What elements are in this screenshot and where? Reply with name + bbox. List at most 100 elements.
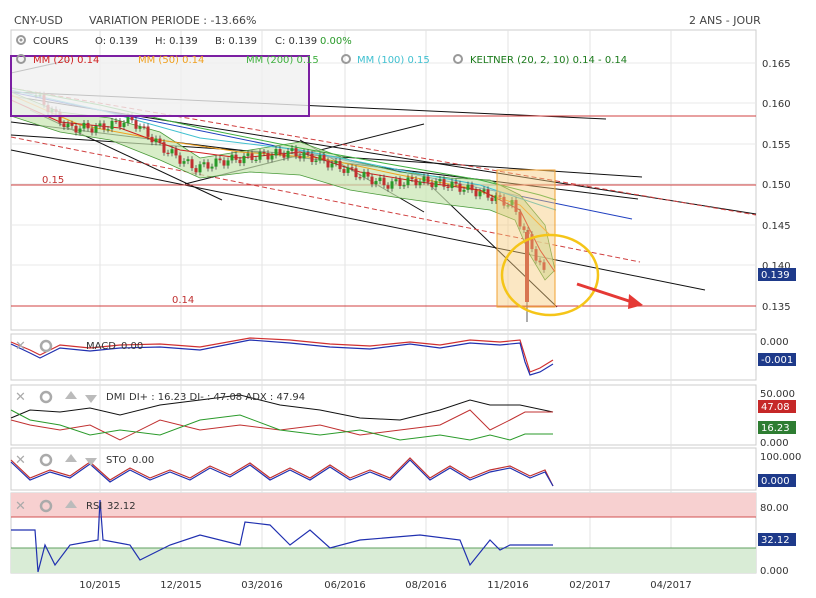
dmi-badge-minus <box>758 400 796 413</box>
candle <box>134 120 138 129</box>
candle <box>418 181 422 186</box>
price-tick-label: 0.135 <box>762 302 791 313</box>
candle <box>306 152 310 154</box>
candle <box>466 184 470 190</box>
price-tick-label: 0.155 <box>762 140 791 151</box>
dmi-controls[interactable]: ✕ <box>15 390 97 405</box>
candle <box>498 195 502 197</box>
candle <box>422 176 426 182</box>
dmi-badge-plus <box>758 421 796 434</box>
candle <box>262 151 266 154</box>
gear-icon[interactable] <box>39 453 53 467</box>
candle <box>258 151 262 160</box>
current-price-text: 0.139 <box>761 270 790 281</box>
candle <box>310 153 314 162</box>
candle <box>538 260 542 263</box>
candle <box>318 155 322 161</box>
candle <box>286 150 290 158</box>
close-icon[interactable]: ✕ <box>15 390 26 405</box>
arrow-up-icon[interactable] <box>65 454 77 462</box>
period-label: 2 ANS - JOUR <box>689 14 761 27</box>
gear-icon[interactable] <box>39 499 53 513</box>
gear-icon[interactable] <box>39 339 53 353</box>
rsi-tick-top: 80.00 <box>760 503 789 514</box>
candle <box>282 153 286 158</box>
candle <box>74 125 78 133</box>
candle <box>162 142 166 153</box>
candle <box>462 189 466 192</box>
candle <box>490 197 494 202</box>
x-tick-label: 12/2015 <box>160 580 202 591</box>
rsi-tick-bottom: 0.000 <box>760 566 789 577</box>
candle <box>230 154 234 161</box>
candle <box>178 155 182 164</box>
candle <box>522 226 526 230</box>
candle <box>298 156 302 159</box>
candle <box>410 177 414 180</box>
highlight-box-orange <box>496 169 556 308</box>
candle <box>246 153 250 156</box>
sto-value: 0.00 <box>132 455 154 466</box>
current-price-badge <box>758 268 796 281</box>
rsi-controls[interactable]: ✕ <box>15 499 77 514</box>
dmi-badge-minus-text: 47.08 <box>761 402 790 413</box>
legend-mm100: MM (100) 0.15 <box>357 55 430 66</box>
arrow-down-icon[interactable] <box>85 395 97 403</box>
candle <box>274 149 278 156</box>
candle <box>98 123 102 127</box>
candle <box>138 126 142 129</box>
symbol-label: CNY-USD <box>14 14 63 27</box>
candle <box>278 149 282 154</box>
price-axis-labels: 0.165 0.160 0.155 0.150 0.145 0.140 0.135 <box>762 59 791 313</box>
arrow-up-icon[interactable] <box>65 391 77 399</box>
close-icon[interactable]: ✕ <box>15 339 26 354</box>
sto-controls[interactable]: ✕ <box>15 453 97 468</box>
rsi-value: 32.12 <box>107 501 136 512</box>
candle <box>346 167 350 173</box>
gear-icon[interactable] <box>341 54 351 64</box>
candle <box>174 149 178 156</box>
level-label-lower: 0.14 <box>172 295 194 306</box>
macd-current: -0.001 <box>761 355 793 366</box>
candle <box>242 155 246 164</box>
macd-controls[interactable]: ✕ <box>15 339 53 354</box>
gear-icon[interactable] <box>16 35 26 45</box>
sto-badge <box>758 474 796 487</box>
candle <box>494 195 498 202</box>
close-icon[interactable]: ✕ <box>15 499 26 514</box>
x-tick-label: 03/2016 <box>241 580 283 591</box>
red-dashed-channel-top <box>10 87 757 216</box>
rsi-overbought-zone <box>11 493 756 517</box>
keltner-band <box>10 91 556 281</box>
dmi-values: DI+ : 16.23 DI- : 47.08 ADX : 47.94 <box>129 392 305 403</box>
candle <box>250 153 254 161</box>
candle <box>218 158 222 161</box>
candle <box>366 171 370 177</box>
x-tick-label: 08/2016 <box>405 580 447 591</box>
gear-icon[interactable] <box>16 54 26 64</box>
candle <box>542 262 546 270</box>
candle <box>194 168 198 173</box>
candle <box>114 120 118 123</box>
candle <box>186 159 190 162</box>
candle <box>486 189 490 198</box>
selection-box-purple <box>10 55 310 117</box>
arrow-down-icon[interactable] <box>85 458 97 466</box>
close-icon[interactable]: ✕ <box>15 453 26 468</box>
legend-cours: COURS <box>33 36 68 47</box>
candle <box>502 196 506 206</box>
macd-label: MACD <box>86 341 116 352</box>
candle <box>58 111 62 124</box>
candle <box>354 168 358 178</box>
candle <box>398 179 402 186</box>
candle <box>226 160 230 166</box>
dmi-tick-top: 50.000 <box>760 389 795 400</box>
arrow-up-icon[interactable] <box>65 500 77 508</box>
legend-mm20: MM (20) 0.14 <box>33 55 99 66</box>
candle <box>458 183 462 192</box>
macd-value: 0.00 <box>121 341 143 352</box>
candle <box>206 162 210 169</box>
gear-icon[interactable] <box>39 390 53 404</box>
price-tick-label: 0.160 <box>762 99 791 110</box>
gear-icon[interactable] <box>453 54 463 64</box>
